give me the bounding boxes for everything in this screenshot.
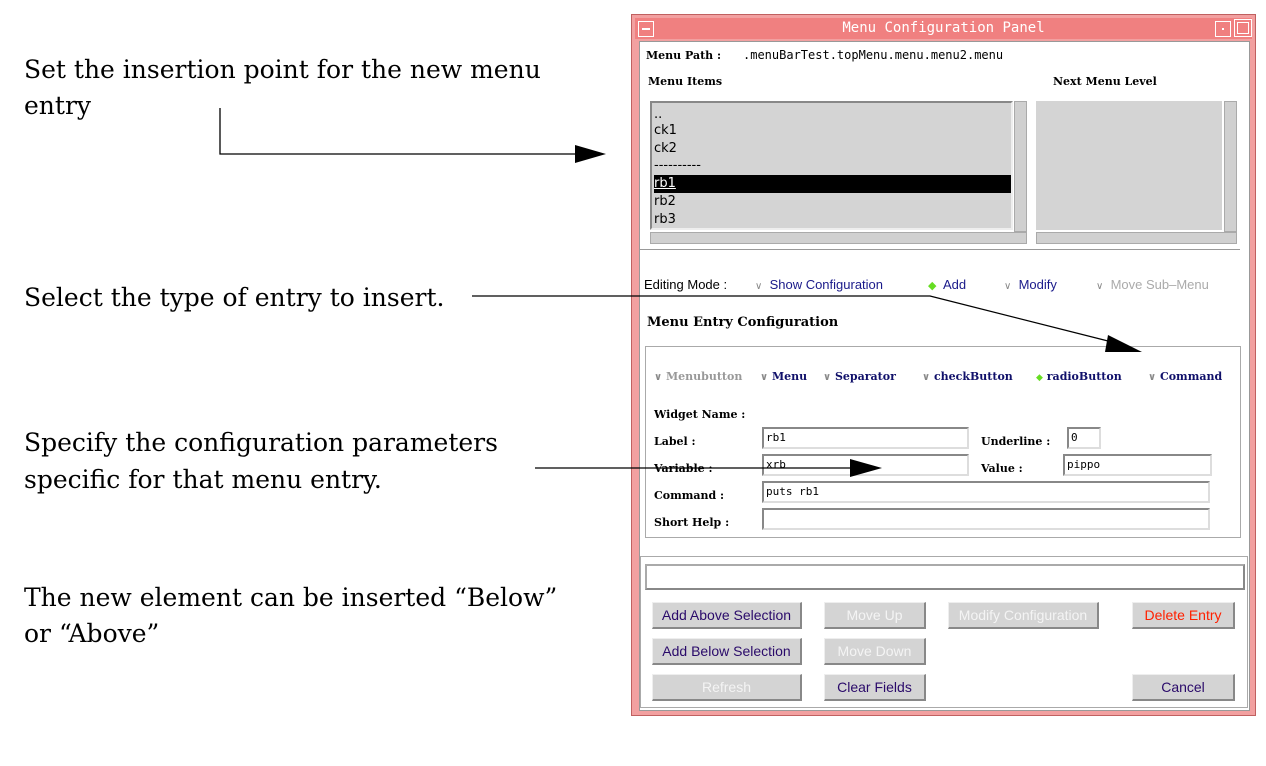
command-label: Command : <box>654 489 725 502</box>
menu-configuration-window: Menu Configuration Panel Menu Path : .me… <box>631 14 1256 716</box>
next-level-hscrollbar[interactable] <box>1036 232 1237 244</box>
annotation-below: The new element can be inserted “Below” <box>24 583 558 612</box>
underline-label: Underline : <box>981 435 1051 448</box>
editing-mode-label: Editing Mode : <box>644 277 728 292</box>
maximize-icon[interactable] <box>1234 19 1252 37</box>
check-icon: ∨ <box>755 281 763 292</box>
delete-entry-button[interactable]: Delete Entry <box>1132 602 1235 629</box>
add-below-selection-button[interactable]: Add Below Selection <box>652 638 802 665</box>
type-command[interactable]: ∨ Command <box>1148 370 1223 383</box>
mode-show-configuration[interactable]: ∨ Show Configuration <box>755 277 884 292</box>
menu-items-vscrollbar[interactable] <box>1014 101 1027 232</box>
next-level-vscrollbar[interactable] <box>1224 101 1237 232</box>
check-icon: ∨ <box>1096 281 1104 292</box>
next-menu-level-list[interactable] <box>1036 101 1222 230</box>
clear-fields-button[interactable]: Clear Fields <box>824 674 926 701</box>
divider <box>640 249 1240 250</box>
list-item[interactable]: rb3 <box>654 212 676 227</box>
title-bar[interactable]: Menu Configuration Panel <box>635 18 1252 39</box>
entry-config-frame: ∨ Menubutton ∨ Menu ∨ Separator ∨ checkB… <box>645 346 1241 538</box>
menu-path-label: Menu Path : <box>646 49 722 62</box>
check-icon: ∨ <box>1004 281 1012 292</box>
modify-configuration-button[interactable]: Modify Configuration <box>948 602 1099 629</box>
underline-input[interactable]: 0 <box>1067 427 1101 449</box>
annotation-insertion-2: entry <box>24 91 92 120</box>
menu-items-list[interactable]: .. ck1 ck2 ---------- rb1 rb2 rb3 <box>650 101 1013 230</box>
arrowhead-type <box>1105 335 1142 352</box>
mode-add[interactable]: ◆ Add <box>928 277 967 292</box>
mode-move-submenu[interactable]: ∨ Move Sub–Menu <box>1096 277 1209 292</box>
arrow-insertion <box>219 108 575 155</box>
type-menu[interactable]: ∨ Menu <box>760 370 808 383</box>
arrowhead-insertion <box>575 145 606 163</box>
panel-body: Menu Path : .menuBarTest.topMenu.menu.me… <box>639 41 1250 711</box>
type-checkbutton[interactable]: ∨ checkButton <box>922 370 1013 383</box>
annotation-insertion: Set the insertion point for the new menu <box>24 55 541 84</box>
window-title: Menu Configuration Panel <box>842 20 1045 36</box>
check-icon: ∨ <box>823 372 832 383</box>
type-menubutton[interactable]: ∨ Menubutton <box>654 370 743 383</box>
move-down-button[interactable]: Move Down <box>824 638 926 665</box>
annotation-params: Specify the configuration parameters <box>24 428 498 457</box>
widget-name-label: Widget Name : <box>654 408 746 421</box>
check-icon: ∨ <box>654 372 663 383</box>
list-item[interactable]: rb2 <box>654 194 676 209</box>
arrowhead-params <box>850 459 882 477</box>
check-icon: ∨ <box>922 372 931 383</box>
short-help-input[interactable] <box>762 508 1210 530</box>
list-item[interactable]: ---------- <box>654 158 701 173</box>
short-help-label: Short Help : <box>654 516 730 529</box>
entry-config-title: Menu Entry Configuration <box>647 315 839 330</box>
check-icon: ∨ <box>1148 372 1157 383</box>
type-radiobutton[interactable]: ◆ radioButton <box>1036 370 1122 383</box>
diamond-selected-icon: ◆ <box>928 280 937 292</box>
minimize-icon[interactable] <box>1215 21 1231 37</box>
next-menu-level-label: Next Menu Level <box>1053 75 1157 88</box>
menu-path-value: .menuBarTest.topMenu.menu.menu2.menu <box>743 48 1004 62</box>
list-item[interactable]: .. <box>654 107 663 122</box>
value-input[interactable]: pippo <box>1063 454 1212 476</box>
type-separator[interactable]: ∨ Separator <box>823 370 896 383</box>
annotation-params-2: specific for that menu entry. <box>24 465 382 494</box>
menu-items-hscrollbar[interactable] <box>650 232 1027 244</box>
add-above-selection-button[interactable]: Add Above Selection <box>652 602 802 629</box>
check-icon: ∨ <box>760 372 769 383</box>
diamond-selected-icon: ◆ <box>1036 373 1043 383</box>
annotation-below-2: or “Above” <box>24 619 160 648</box>
label-input[interactable]: rb1 <box>762 427 969 449</box>
list-item[interactable]: ck2 <box>654 141 677 156</box>
move-up-button[interactable]: Move Up <box>824 602 926 629</box>
list-item[interactable]: ck1 <box>654 123 677 138</box>
command-input[interactable]: puts rb1 <box>762 481 1210 503</box>
mode-modify[interactable]: ∨ Modify <box>1004 277 1057 292</box>
label-label: Label : <box>654 435 696 448</box>
list-item-selected[interactable]: rb1 <box>654 175 1011 193</box>
cancel-button[interactable]: Cancel <box>1132 674 1235 701</box>
status-input[interactable] <box>645 564 1245 590</box>
annotation-type: Select the type of entry to insert. <box>24 283 445 312</box>
menu-items-label: Menu Items <box>648 75 723 88</box>
actions-frame: Add Above Selection Move Up Modify Confi… <box>640 556 1248 708</box>
refresh-button[interactable]: Refresh <box>652 674 802 701</box>
window-menu-icon[interactable] <box>638 21 654 37</box>
value-label: Value : <box>981 462 1023 475</box>
arrow-type <box>472 295 1113 343</box>
